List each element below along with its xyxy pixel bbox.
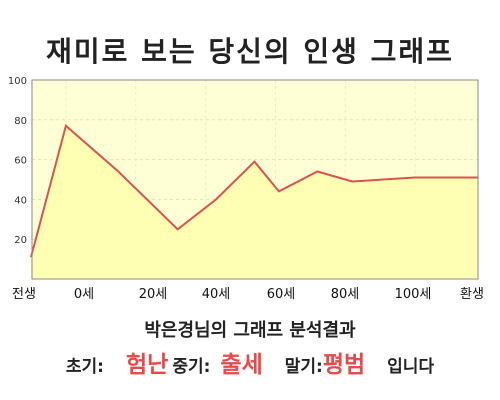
y-axis: 20 40 60 80 100	[8, 76, 27, 246]
early-value: 험난	[126, 352, 169, 378]
middle-label: 중기:	[172, 357, 211, 377]
result-summary: 초기: 험난 중기: 출세 말기:평범 입니다	[0, 348, 500, 382]
late-label: 말기:	[284, 357, 323, 377]
suffix-text: 입니다	[387, 357, 435, 377]
y-tick-label: 100	[8, 76, 27, 87]
late-value: 평범	[322, 352, 366, 378]
y-tick-label: 60	[14, 156, 27, 167]
x-tick-label: 80세	[330, 287, 360, 302]
y-tick-label: 80	[14, 116, 27, 127]
series-area	[31, 125, 478, 279]
middle-value: 출세	[220, 352, 263, 378]
x-tick-label: 20세	[138, 287, 168, 302]
plot-border	[31, 79, 479, 280]
y-tick-label: 40	[14, 195, 27, 206]
x-tick-label: 60세	[266, 287, 296, 302]
x-tick-label: 0세	[73, 287, 95, 302]
page-title: 재미로 보는 당신의 인생 그래프	[46, 35, 454, 68]
early-label: 초기:	[65, 357, 104, 377]
y-tick-label: 20	[14, 235, 27, 246]
x-tick-label: 전생	[12, 287, 36, 302]
x-tick-label: 환생	[460, 287, 484, 302]
x-tick-label: 100세	[394, 287, 432, 302]
result-heading: 박은경님의 그래프 분석결과	[144, 320, 356, 341]
x-tick-label: 40세	[201, 287, 231, 302]
series-line	[30, 123, 478, 258]
